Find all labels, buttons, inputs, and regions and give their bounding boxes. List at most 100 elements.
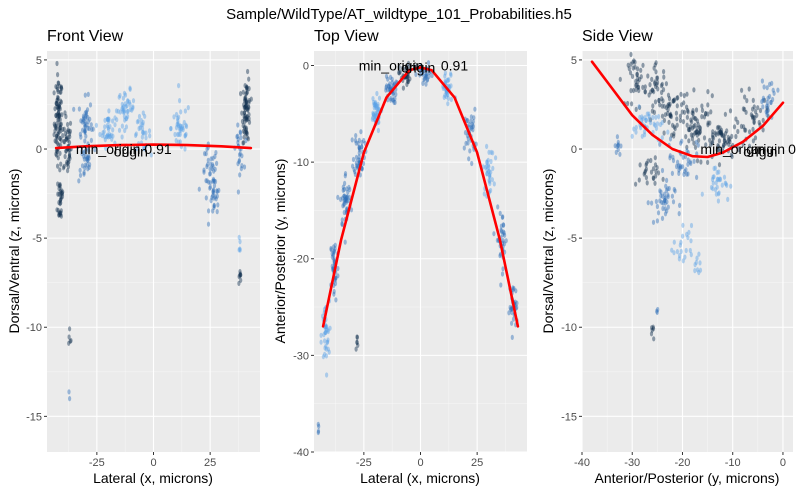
top-view-point [492,231,496,237]
front-view-point [68,326,72,332]
side-view-point [727,141,731,147]
side-view-point [679,239,683,245]
top-view-point [357,137,361,143]
side-view-point [686,161,690,167]
top-view-point [488,172,492,178]
front-view-point [56,110,61,116]
front-view-point [202,167,206,173]
side-view-point [631,87,636,94]
side-view-point [656,86,660,92]
side-view-point [661,200,665,206]
side-view-point [710,93,714,99]
side-view-point [698,128,702,135]
side-view-point [663,200,667,206]
front-view-point [211,208,215,214]
front-view-point [55,148,60,155]
side-view-point [672,124,676,130]
front-view-point [57,183,62,189]
side-view-point [690,119,694,125]
top-view-point [324,353,328,359]
front-view-point [106,134,110,140]
front-view-point [54,148,59,154]
front-view-point [69,338,73,344]
top-view-point [360,139,364,145]
side-view-point [718,176,723,183]
front-view-point [211,162,215,168]
side-view-point [743,127,747,133]
top-view-point [386,87,390,93]
top-view-point [328,325,332,331]
side-view-point [736,128,740,135]
side-view-point [664,187,669,194]
side-view-point [742,124,746,130]
top-view-point [332,291,336,297]
front-view-point [244,91,248,97]
side-view-point [655,75,659,81]
front-view-annotation: min_origin [76,141,141,157]
front-view-fit-curve [54,143,253,150]
side-view-point [677,167,681,173]
top-view-point [371,111,375,118]
side-view-point [679,164,683,170]
top-view-point [446,92,450,98]
front-view-point [125,103,129,109]
side-view-point [671,199,676,205]
side-view-point [654,83,658,90]
front-view-y-tick-label: -10 [26,322,42,334]
top-view-point [449,83,453,89]
front-view-point [213,153,217,160]
side-view-point [663,197,667,204]
top-view-point [373,99,377,105]
front-view-point [141,130,145,136]
front-view-point [186,105,190,111]
top-view-point [340,221,344,228]
side-view-point [681,164,685,170]
front-view-x-tick-label: 25 [204,457,216,469]
side-view-point [718,129,722,135]
top-view-point [443,78,447,84]
front-view-point [55,60,59,67]
side-view-point [685,122,689,128]
front-view-x-tick-label: -25 [89,457,105,469]
side-view-point [682,109,687,115]
side-view-point [752,119,756,126]
front-view-point [237,274,241,280]
side-view-point [675,103,679,109]
top-view-fit-curve [321,66,520,328]
side-view-point [632,126,636,132]
side-view-point [626,100,630,107]
front-view-point [131,105,135,111]
side-view-point [695,158,700,164]
front-view-point [59,193,63,199]
side-view-point [672,250,676,256]
top-view-point [323,345,327,351]
front-view-point [207,208,211,214]
front-view-point [174,138,178,144]
top-view-point [511,287,515,293]
front-view-point [118,92,122,99]
front-view-point [62,139,66,145]
front-view-point [238,129,242,135]
front-view-point [240,153,244,159]
side-view-point [716,176,720,182]
side-view-point [700,191,704,197]
side-view-point [697,130,701,136]
front-view-point [242,102,246,108]
front-view-point [176,121,180,127]
front-view-point [61,165,66,171]
top-view-point [323,329,328,335]
front-view-point [124,116,128,122]
front-view-point [243,95,247,101]
side-view-point [635,82,639,88]
side-view-point [675,95,679,101]
side-view-point [675,249,680,255]
top-view-point [340,217,344,223]
front-view-point [59,191,63,197]
top-view-point [329,247,333,253]
front-view-point [67,154,71,160]
front-view-point [106,124,110,131]
front-view-point [57,103,61,109]
top-view-point [470,121,474,128]
side-view-point [670,132,674,138]
